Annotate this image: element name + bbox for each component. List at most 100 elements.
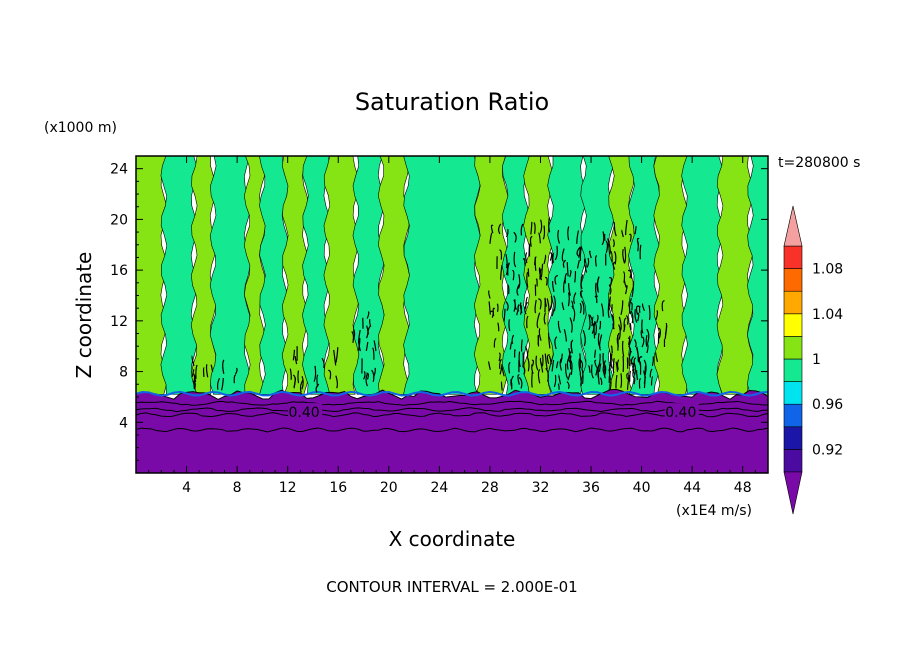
contour-fragment (634, 226, 637, 235)
contour-fragment (627, 269, 632, 279)
x-axis-label: X coordinate (388, 527, 516, 551)
contour-fragment (560, 353, 563, 364)
contour-fragment (513, 231, 517, 243)
contour-fragment (587, 365, 591, 373)
contour-fragment (661, 300, 665, 312)
contour-fragment (505, 229, 509, 238)
colorbar-segment (783, 336, 803, 360)
contour-fragment (586, 257, 590, 268)
colorbar-segment (783, 381, 803, 405)
contour-fragment (233, 374, 236, 384)
contour-fragment (599, 334, 603, 351)
contour-fragment (616, 332, 620, 348)
contour-fragment (594, 295, 598, 304)
contour-fragment (621, 340, 625, 357)
contour-fragment (366, 311, 370, 319)
y-tick-label: 12 (110, 314, 128, 330)
colorbar: 0.92 0.96 1 1.04 1.08 (783, 205, 843, 515)
contour-line (135, 407, 769, 413)
x-tick-label: 16 (329, 480, 347, 496)
contour-fragment (576, 247, 581, 257)
contour-fragment (503, 308, 506, 322)
contour-fragment (600, 303, 604, 317)
contour-fragment (210, 364, 214, 372)
colorbar-segment (783, 449, 803, 473)
contour-fragment (579, 246, 583, 261)
contour-fragment (510, 379, 513, 390)
contour-fragment (297, 370, 300, 384)
contour-fragment (363, 371, 366, 380)
x-tick-label: 28 (481, 480, 499, 496)
contour-fragment (610, 345, 613, 354)
contour-fragment (570, 339, 574, 352)
contour-fragment (554, 245, 558, 261)
contour-fragment (534, 299, 537, 314)
contour-fragment (581, 368, 584, 384)
contour-fragment (612, 239, 615, 248)
contour-fragment (598, 363, 602, 372)
contour-fragment (630, 310, 634, 324)
contour-fragment (576, 230, 580, 244)
contour-fragment (568, 283, 571, 296)
contour-fragment (562, 277, 567, 293)
contour-fragment (514, 349, 516, 358)
contour-fragment (490, 224, 494, 234)
contour-fragment (527, 357, 530, 372)
contour-fragment (544, 276, 548, 286)
contour-fragment (542, 225, 546, 240)
x-axis-unit: (x1E4 m/s) (676, 503, 752, 519)
contour-fragment (636, 369, 639, 381)
contour-fragment (512, 269, 515, 281)
contour-fragment (493, 337, 497, 348)
contour-fragment (313, 365, 317, 382)
contour-fragment (351, 330, 355, 343)
contour-fragment (539, 268, 542, 280)
contour-fragment (566, 262, 569, 277)
contour-fragment (624, 280, 627, 288)
contour-fragment (588, 314, 591, 331)
contour-lines-layer: 0.40 0.40 (135, 217, 769, 433)
contour-fragment (608, 364, 611, 378)
contour-fragment (616, 359, 620, 370)
contour-fragment (578, 358, 582, 375)
contour-fragment (222, 359, 225, 374)
contour-fragment (633, 339, 637, 348)
colorbar-segment (783, 245, 803, 269)
contour-fragment (615, 361, 619, 372)
contour-fragment (321, 357, 325, 369)
contour-fragment (202, 367, 205, 377)
contour-fragment (626, 372, 629, 380)
contour-fragment (499, 358, 502, 369)
x-tick-label: 12 (279, 480, 297, 496)
contour-fragment (498, 223, 502, 235)
contour-fragment (629, 322, 632, 330)
contour-fragment (531, 371, 533, 388)
contour-fragment (591, 364, 595, 379)
colorbar-segment (783, 358, 803, 382)
contour-fragment (335, 375, 338, 389)
contour-fragment (621, 229, 624, 238)
contour-fragment (563, 329, 567, 342)
contour-fragment (646, 343, 649, 354)
contour-fragment (535, 278, 538, 287)
contour-fragment (517, 274, 521, 289)
contour-fragment (205, 364, 209, 378)
contour-fragment (372, 347, 375, 360)
contour-fragment (546, 298, 550, 312)
contour-fragment (594, 320, 598, 336)
contour-fragment (335, 347, 339, 363)
contour-fragment (488, 290, 491, 299)
colorbar-tick-label: 1.04 (812, 307, 843, 323)
contour-fragment (192, 380, 196, 390)
contour-fragment (622, 249, 626, 264)
colorbar-tick-label: 1.08 (812, 262, 843, 278)
contour-fragment (632, 368, 635, 379)
contour-fragment (583, 258, 588, 273)
contour-fragment (537, 368, 541, 384)
contour-fragment (552, 281, 555, 293)
contour-fragment (607, 296, 612, 311)
contour-fragment (643, 359, 647, 375)
x-tick-label: 44 (683, 480, 701, 496)
contour-fragment (566, 381, 570, 389)
contour-fragment (607, 302, 610, 319)
